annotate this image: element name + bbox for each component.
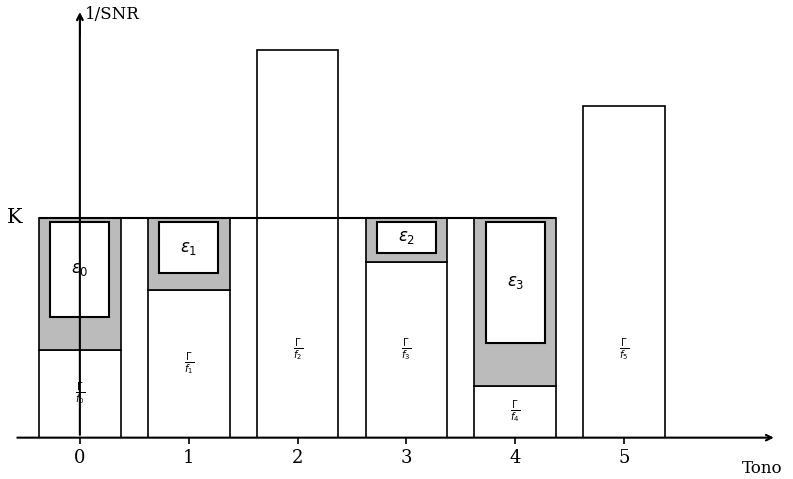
Text: $\frac{\Gamma}{f_3}$: $\frac{\Gamma}{f_3}$ (401, 336, 412, 363)
Bar (474, 386, 556, 438)
Bar (474, 217, 556, 386)
Text: 1/SNR: 1/SNR (86, 6, 140, 23)
Bar (257, 49, 339, 438)
Bar (51, 222, 109, 317)
Text: $\frac{\Gamma}{f_0}$: $\frac{\Gamma}{f_0}$ (75, 380, 85, 407)
Bar (486, 222, 545, 342)
Bar (366, 262, 447, 438)
Bar (159, 222, 218, 274)
Text: $\frac{\Gamma}{f_4}$: $\frac{\Gamma}{f_4}$ (510, 399, 520, 425)
Bar (39, 217, 121, 350)
Bar (148, 217, 229, 290)
Bar (366, 217, 447, 262)
Text: Tono: Tono (741, 460, 782, 477)
Text: $\frac{\Gamma}{f_1}$: $\frac{\Gamma}{f_1}$ (184, 350, 193, 377)
Bar (377, 222, 436, 253)
Bar (39, 350, 121, 438)
Text: $\frac{\Gamma}{f_2}$: $\frac{\Gamma}{f_2}$ (293, 336, 303, 363)
Text: $\varepsilon_2$: $\varepsilon_2$ (398, 228, 415, 247)
Text: $\frac{\Gamma}{f_5}$: $\frac{\Gamma}{f_5}$ (619, 336, 629, 363)
Bar (148, 290, 229, 438)
Bar (584, 105, 665, 438)
Text: $\varepsilon_3$: $\varepsilon_3$ (507, 273, 524, 291)
Text: $\varepsilon_1$: $\varepsilon_1$ (180, 239, 197, 257)
Text: K: K (7, 208, 23, 227)
Text: $\varepsilon_0$: $\varepsilon_0$ (71, 260, 89, 278)
